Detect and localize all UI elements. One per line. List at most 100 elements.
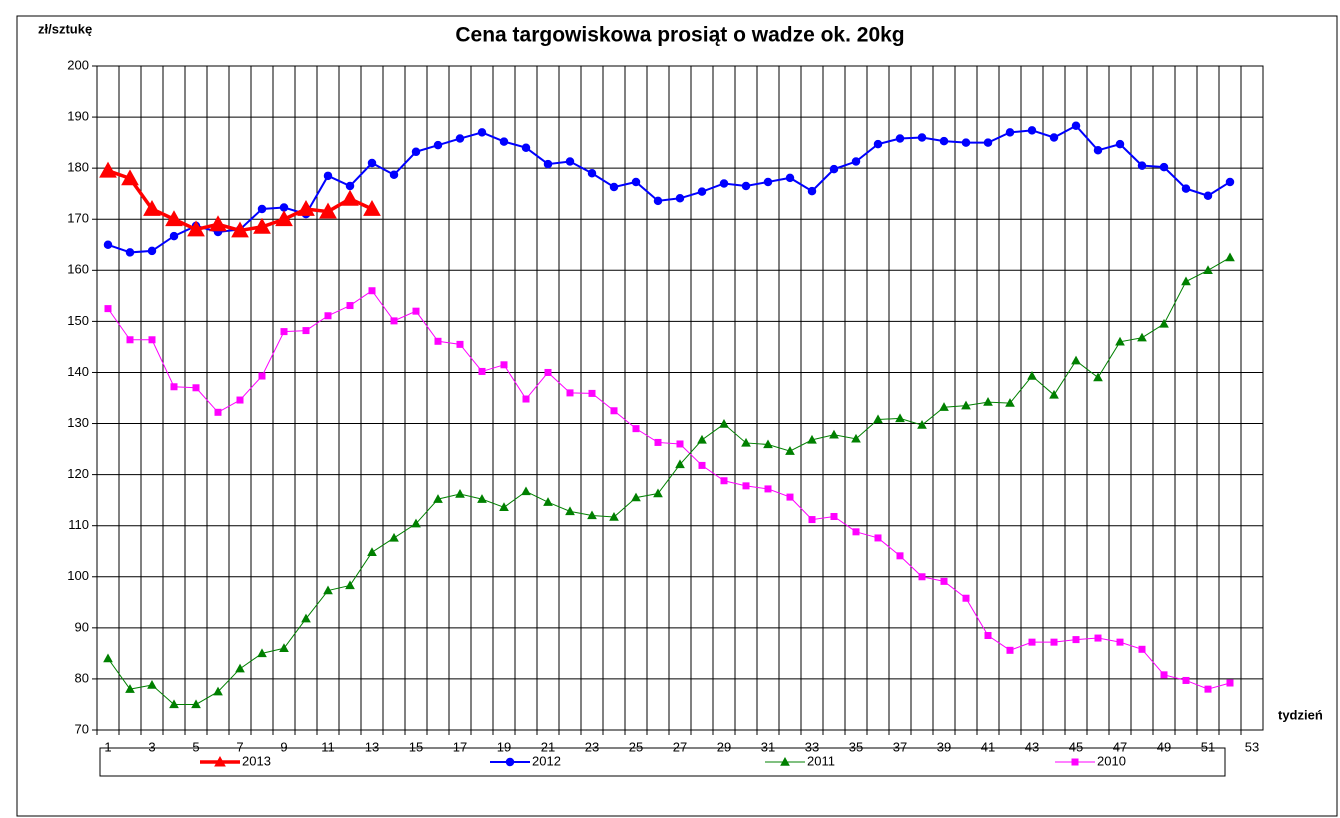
data-point (566, 389, 574, 397)
data-point (148, 336, 156, 344)
legend-label: 2010 (1097, 753, 1126, 768)
y-tick-label: 120 (67, 466, 89, 481)
data-point (1138, 645, 1146, 653)
data-point (632, 425, 640, 433)
data-point (984, 632, 992, 640)
data-point (654, 438, 662, 446)
data-point (165, 210, 183, 227)
data-point (209, 215, 227, 232)
chart-title: Cena targowiskowa prosiąt o wadze ok. 20… (455, 24, 904, 47)
legend-marker (505, 757, 515, 767)
y-tick-label: 200 (67, 57, 89, 72)
data-point (121, 169, 139, 186)
data-point (1027, 126, 1037, 135)
data-point (609, 182, 619, 192)
data-point (433, 140, 443, 150)
data-point (104, 305, 112, 313)
data-point (126, 336, 134, 344)
data-point (257, 204, 267, 214)
data-point (1226, 679, 1234, 687)
data-point (653, 488, 663, 498)
data-point (147, 246, 157, 256)
x-tick-label: 17 (453, 739, 467, 754)
data-point (500, 361, 508, 369)
data-point (235, 663, 245, 673)
data-point (829, 164, 839, 174)
data-point (170, 383, 178, 391)
data-point (807, 186, 817, 196)
data-point (499, 502, 509, 512)
data-point (169, 699, 179, 709)
x-tick-label: 35 (849, 739, 863, 754)
data-point (191, 699, 201, 709)
data-point (697, 187, 707, 196)
data-point (1159, 318, 1169, 328)
data-point (214, 408, 222, 416)
y-tick-label: 70 (75, 721, 89, 736)
data-point (346, 302, 354, 310)
y-tick-label: 140 (67, 364, 89, 379)
data-point (1116, 638, 1124, 646)
data-point (367, 547, 377, 556)
x-tick-label: 19 (497, 739, 511, 754)
y-tick-label: 150 (67, 313, 89, 328)
data-point (763, 177, 773, 187)
data-point (719, 179, 729, 188)
x-tick-label: 33 (805, 739, 819, 754)
data-point (983, 138, 993, 147)
data-point (961, 400, 971, 410)
data-point (785, 446, 795, 455)
data-point (895, 134, 905, 143)
x-tick-label: 45 (1069, 739, 1083, 754)
y-tick-label: 160 (67, 262, 89, 277)
data-point (302, 327, 310, 335)
data-point (1049, 133, 1059, 142)
x-tick-label: 5 (192, 739, 199, 754)
data-point (478, 367, 486, 375)
data-point (389, 532, 399, 542)
data-point (917, 420, 927, 429)
data-point (1181, 276, 1191, 286)
data-point (143, 199, 161, 216)
y-tick-label: 180 (67, 160, 89, 175)
legend-label: 2012 (532, 753, 561, 768)
x-tick-label: 23 (585, 739, 599, 754)
data-point (543, 159, 553, 169)
y-tick-label: 190 (67, 109, 89, 124)
data-point (279, 643, 289, 652)
data-point (192, 384, 200, 392)
data-point (345, 181, 355, 191)
data-point (1115, 139, 1125, 149)
data-point (852, 528, 860, 536)
y-tick-label: 110 (68, 517, 89, 532)
series-line (107, 257, 1231, 705)
data-point (1137, 332, 1147, 342)
data-point (297, 199, 315, 216)
data-point (1160, 671, 1168, 679)
data-point (455, 488, 465, 498)
x-tick-label: 7 (236, 739, 243, 754)
data-point (389, 170, 399, 180)
series-line (107, 290, 1231, 690)
data-point (939, 402, 949, 411)
data-point (1182, 676, 1190, 684)
data-point (631, 177, 641, 187)
data-point (125, 684, 135, 693)
data-point (455, 134, 465, 143)
plot-area (96, 65, 1264, 731)
data-point (830, 512, 838, 520)
x-tick-label: 9 (280, 739, 287, 754)
data-point (1072, 636, 1080, 644)
data-point (610, 407, 618, 415)
data-point (873, 139, 883, 149)
x-tick-label: 13 (365, 739, 379, 754)
data-point (676, 440, 684, 448)
data-point (983, 397, 993, 406)
data-point (367, 158, 377, 168)
data-point (697, 434, 707, 444)
data-point (851, 157, 861, 166)
data-point (1225, 177, 1235, 187)
data-point (1137, 161, 1147, 170)
data-point (940, 577, 948, 585)
